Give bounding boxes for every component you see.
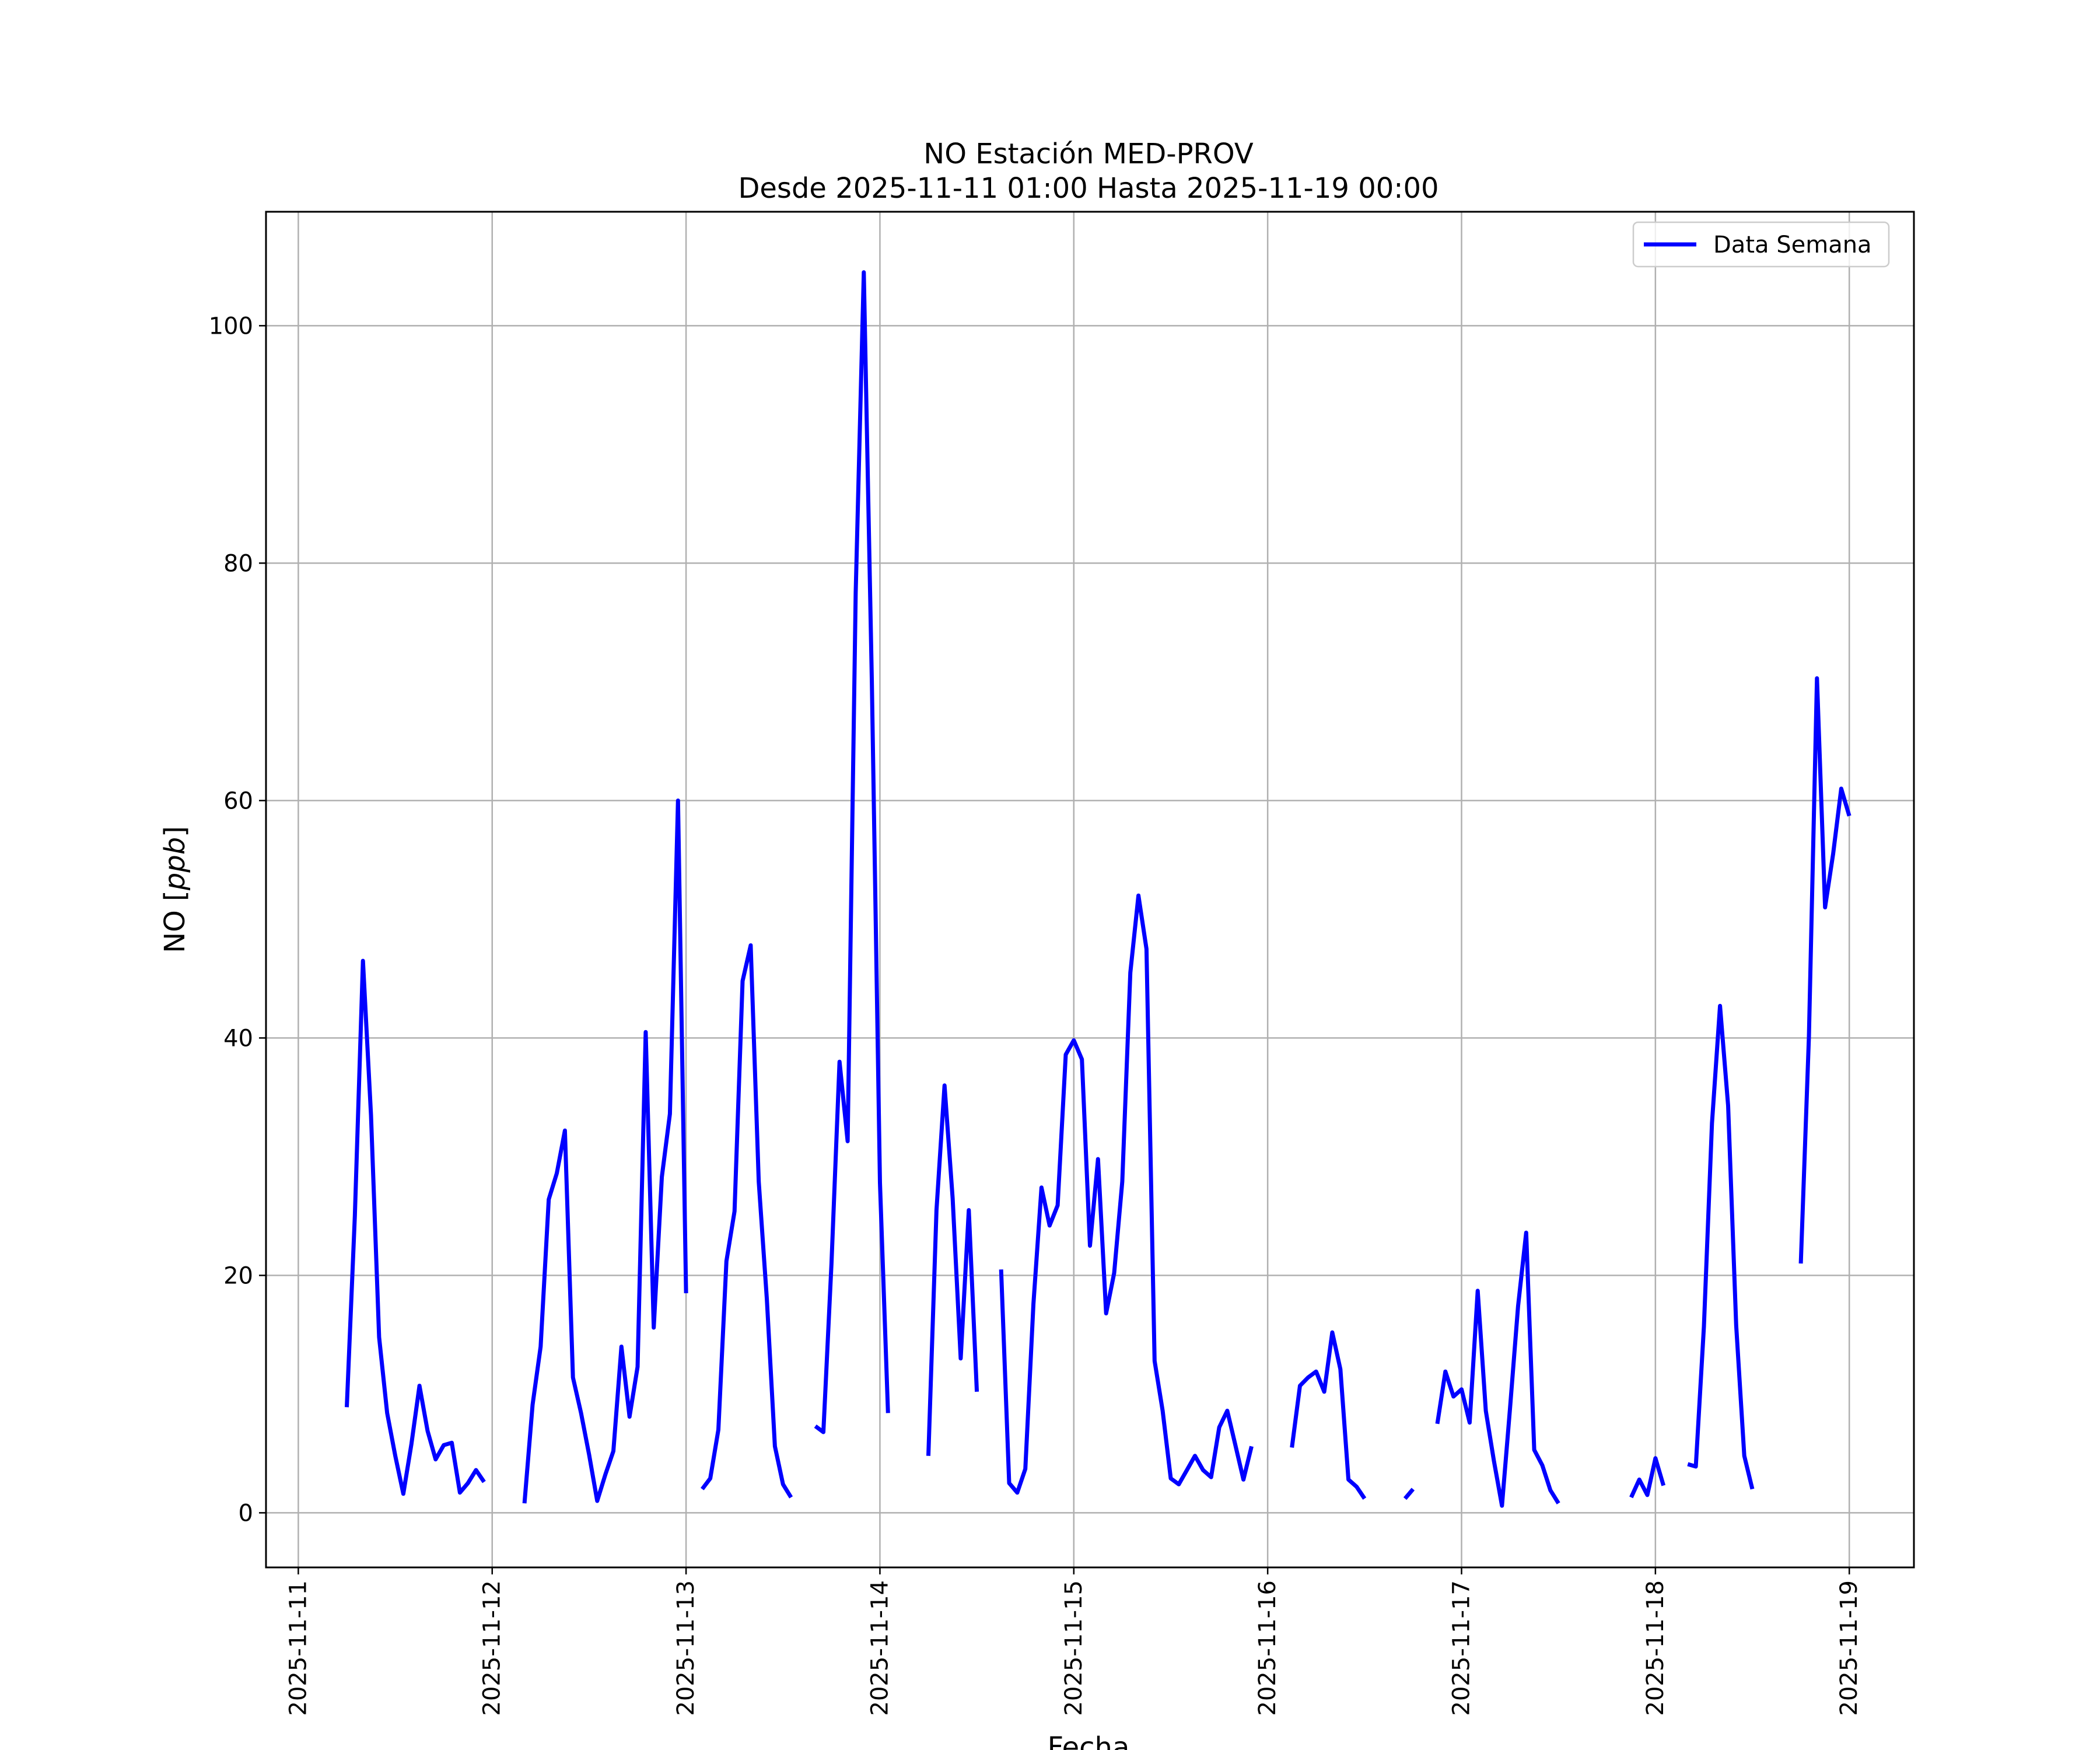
x-tick-label: 2025-11-11	[285, 1580, 312, 1716]
legend-label: Data Semana	[1713, 232, 1872, 258]
x-tick-label: 2025-11-12	[479, 1580, 506, 1716]
series-line-segment	[1687, 1003, 1755, 1490]
series-line-segment	[522, 798, 688, 1504]
plot-frame	[265, 211, 1915, 1569]
x-axis-label: Fecha	[1048, 1731, 1130, 1750]
y-tick-label: 40	[223, 1025, 253, 1052]
series-line-segment	[1435, 1230, 1560, 1508]
legend: Data Semana	[1632, 221, 1890, 268]
y-tick-label: 20	[223, 1262, 253, 1289]
series-line-segment	[999, 893, 1254, 1495]
y-tick-label: 80	[223, 550, 253, 577]
x-tick-label: 2025-11-13	[673, 1580, 699, 1716]
series-data-semana	[345, 270, 1852, 1508]
x-tick-label: 2025-11-17	[1448, 1580, 1475, 1716]
x-tick-label: 2025-11-16	[1254, 1580, 1281, 1716]
x-axis: 2025-11-11 2025-11-12 2025-11-13 2025-11-14…	[285, 1567, 1863, 1716]
y-tick-label: 60	[223, 788, 253, 814]
y-tick-label: 100	[209, 313, 253, 340]
legend-box	[1632, 221, 1890, 268]
grid	[266, 212, 1914, 1567]
x-tick-label: 2025-11-18	[1642, 1580, 1669, 1716]
chart-subtitle: Desde 2025-11-11 01:00 Hasta 2025-11-19 …	[738, 172, 1438, 205]
series-line-segment	[1403, 1488, 1415, 1500]
series-line-segment	[1798, 676, 1852, 1264]
y-tick-label: 0	[239, 1500, 253, 1527]
x-tick-label: 2025-11-19	[1836, 1580, 1863, 1716]
series-line-segment	[814, 270, 890, 1434]
y-axis: 0 20 40 60 80 100	[209, 313, 266, 1527]
y-axis-label: NO [ppb]	[159, 826, 191, 953]
x-tick-label: 2025-11-14	[866, 1580, 893, 1716]
series-line-segment	[345, 958, 486, 1496]
series-line-segment	[1290, 1330, 1367, 1500]
series-line-segment	[926, 1083, 979, 1456]
x-tick-label: 2025-11-15	[1060, 1580, 1087, 1716]
chart-title: NO Estación MED-PROV	[923, 138, 1254, 170]
series-line-segment	[1629, 1456, 1666, 1499]
series-line-segment	[701, 943, 793, 1499]
